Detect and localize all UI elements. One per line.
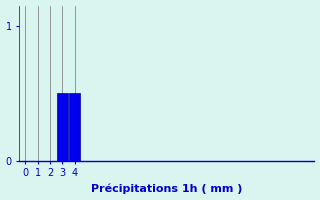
Bar <box>69 93 80 161</box>
X-axis label: Précipitations 1h ( mm ): Précipitations 1h ( mm ) <box>91 184 243 194</box>
Bar <box>57 93 68 161</box>
